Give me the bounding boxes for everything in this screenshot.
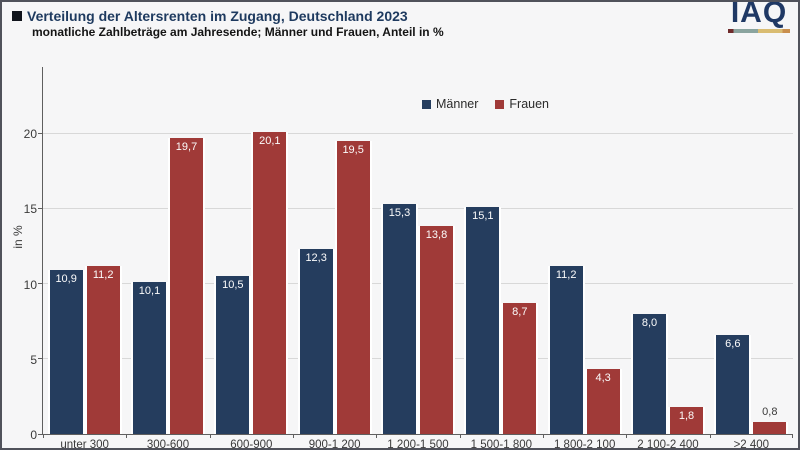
bar-men	[547, 266, 585, 434]
bar-women	[84, 266, 122, 434]
legend-item-men: Männer	[422, 97, 478, 111]
bar-men	[47, 270, 85, 434]
bar-value-label: 15,3	[388, 207, 411, 219]
x-axis-tick	[459, 434, 461, 438]
y-axis-tick	[38, 207, 43, 209]
bar-value-label: 19,7	[175, 141, 198, 153]
gridline	[43, 207, 793, 209]
bar-women	[334, 141, 372, 434]
bar-value-label: 12,3	[305, 252, 327, 264]
bar-men	[297, 249, 335, 434]
bar-women	[668, 407, 705, 434]
bar-value-label: 11,2	[555, 269, 577, 281]
chart-title: Verteilung der Altersrenten im Zugang, D…	[27, 8, 408, 24]
bar-women	[168, 138, 205, 434]
bar-value-label: 10,9	[55, 273, 77, 285]
legend-swatch-men-icon	[422, 99, 431, 109]
y-axis-tick	[38, 433, 43, 435]
x-category-label: 2 100-2 400	[637, 439, 699, 450]
bar-women	[584, 369, 622, 434]
y-axis-tick	[38, 132, 43, 134]
bar-women	[501, 303, 539, 434]
x-axis-tick	[543, 434, 544, 438]
y-axis-tick	[38, 283, 43, 285]
bar-value-label: 6,6	[725, 338, 741, 350]
iaq-logo: IAQ	[728, 0, 790, 33]
iaq-logo-text: IAQ	[730, 0, 788, 29]
y-tick-label: 20	[23, 127, 37, 142]
chart-header: Verteilung der Altersrenten im Zugang, D…	[12, 8, 444, 40]
plot-area: 0 5 10 15 20 10,9 11,2 unter 300 10,1 19,7 300-600…	[24, 67, 793, 448]
bar-value-label: 10,5	[222, 279, 244, 291]
x-axis-tick	[293, 434, 294, 438]
x-category-label: >2 400	[733, 439, 770, 450]
bar-men	[214, 276, 252, 434]
bar-value-label: 1,8	[678, 410, 695, 422]
bar-value-label: 10,1	[138, 285, 161, 297]
bar-value-label: 19,5	[342, 144, 364, 156]
bar-men	[131, 282, 168, 434]
x-axis-tick	[792, 434, 793, 438]
x-category-label: unter 300	[60, 439, 109, 450]
bar-value-label: 11,2	[92, 269, 114, 281]
legend-label-women: Frauen	[509, 97, 549, 111]
gridline	[43, 132, 793, 134]
y-axis-tick	[38, 358, 43, 360]
bar-women	[751, 422, 789, 434]
x-axis-tick	[43, 434, 44, 438]
bar-value-label: 15,1	[472, 210, 494, 222]
bar-value-label: 0,8	[762, 406, 778, 418]
legend-item-women: Frauen	[495, 97, 549, 111]
x-category-label: 1 500-1 800	[470, 439, 533, 450]
y-tick-label: 10	[23, 277, 37, 292]
legend-swatch-women-icon	[495, 99, 505, 109]
x-category-label: 900-1 200	[308, 439, 361, 450]
x-category-label: 1 800-2 100	[553, 439, 616, 450]
bar-value-label: 20,1	[259, 135, 281, 147]
x-category-label: 600-900	[230, 439, 273, 450]
y-tick-label: 5	[30, 352, 37, 367]
bar-men	[381, 204, 418, 434]
bar-women	[418, 226, 455, 434]
title-bullet-icon	[12, 11, 22, 21]
y-tick-label: 15	[23, 202, 37, 217]
y-axis-label: in %	[11, 225, 25, 249]
iaq-logo-underline	[728, 29, 790, 33]
x-axis-tick	[626, 434, 628, 438]
x-category-label: 300-600	[146, 439, 190, 450]
x-axis-tick	[126, 434, 128, 438]
bar-value-label: 4,3	[595, 372, 611, 384]
bar-men	[714, 335, 752, 434]
bar-men	[464, 207, 502, 434]
x-axis-tick	[709, 434, 711, 438]
x-axis-tick	[376, 434, 378, 438]
x-category-label: 1 200-1 500	[387, 439, 449, 450]
chart-subtitle: monatliche Zahlbeträge am Jahresende; Mä…	[32, 25, 444, 39]
legend-label-men: Männer	[436, 97, 479, 111]
bar-value-label: 8,7	[512, 306, 528, 318]
bar-value-label: 13,8	[425, 229, 448, 241]
bar-men	[631, 314, 668, 434]
y-tick-label: 0	[30, 428, 37, 442]
bar-women	[251, 132, 289, 434]
x-axis-tick	[209, 434, 211, 438]
legend: Männer Frauen	[422, 97, 549, 111]
bar-value-label: 8,0	[641, 317, 658, 329]
